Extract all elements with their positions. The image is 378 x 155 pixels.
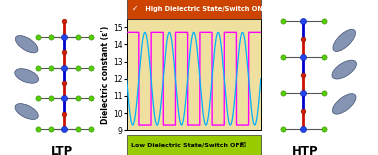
Ellipse shape [332, 60, 356, 79]
Text: ☒: ☒ [239, 142, 246, 148]
X-axis label: Time (s): Time (s) [173, 136, 215, 145]
Text: LTP: LTP [51, 145, 73, 155]
Ellipse shape [332, 94, 356, 114]
Ellipse shape [15, 104, 38, 120]
FancyBboxPatch shape [127, 135, 261, 155]
Ellipse shape [15, 69, 39, 83]
Y-axis label: Dielectric constant (ε'): Dielectric constant (ε') [101, 25, 110, 124]
Text: High Dielectric State/Switch ON: High Dielectric State/Switch ON [143, 6, 263, 12]
Text: ✓: ✓ [132, 4, 138, 13]
Text: Low Dielectric State/Switch OFF: Low Dielectric State/Switch OFF [131, 142, 243, 147]
FancyBboxPatch shape [127, 0, 261, 19]
Text: HTP: HTP [292, 145, 319, 155]
Ellipse shape [333, 29, 356, 51]
Ellipse shape [15, 35, 38, 53]
